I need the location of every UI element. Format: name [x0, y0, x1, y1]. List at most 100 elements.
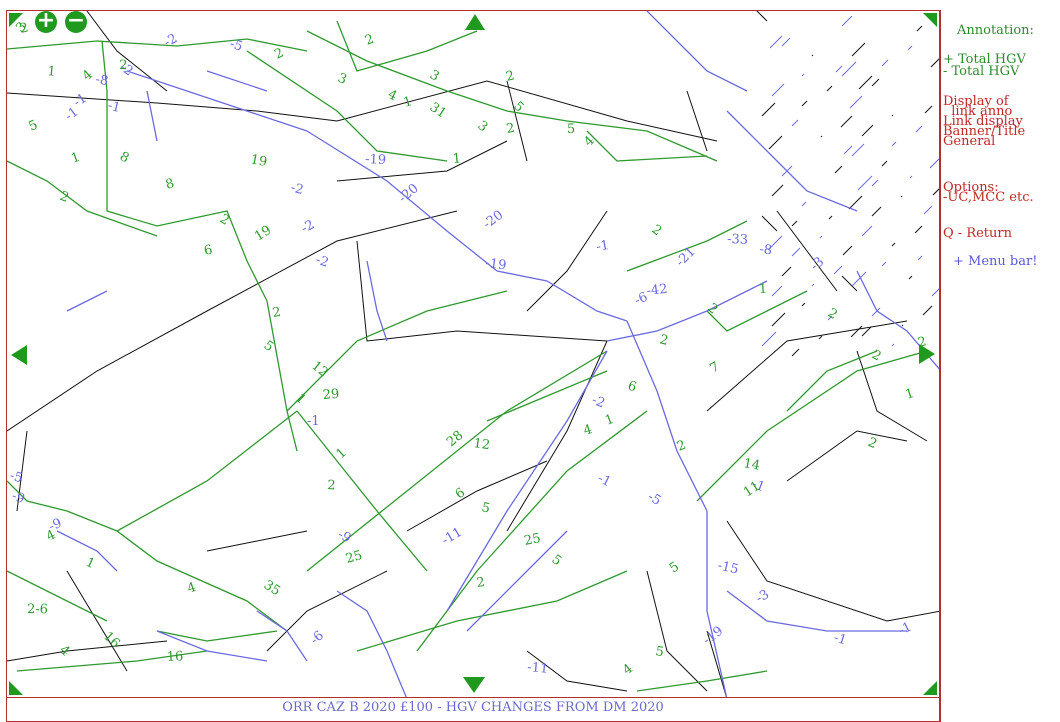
unchanged-link[interactable] [924, 105, 933, 114]
unchanged-link[interactable] [771, 184, 784, 197]
hgv-decrease-link[interactable] [606, 280, 768, 342]
menu-item-link-anno[interactable]: link anno [943, 104, 1013, 119]
unchanged-link[interactable] [861, 124, 874, 137]
hgv-increase-link[interactable] [7, 480, 288, 632]
hgv-decrease-link[interactable] [446, 350, 608, 612]
menu-item-return[interactable]: Q - Return [943, 226, 1012, 241]
unchanged-link[interactable] [7, 92, 338, 122]
hgv-decrease-link[interactable] [791, 119, 799, 127]
unchanged-link[interactable] [646, 570, 708, 692]
hgv-decrease-link[interactable] [871, 307, 881, 317]
hgv-decrease-link[interactable] [306, 130, 498, 272]
unchanged-link[interactable] [841, 275, 858, 292]
unchanged-link[interactable] [891, 114, 894, 117]
hgv-increase-link[interactable] [786, 350, 878, 412]
unchanged-link[interactable] [336, 80, 718, 142]
menu-item-options-detail[interactable]: -UC,MCC etc. [943, 190, 1034, 205]
hgv-increase-link[interactable] [7, 38, 308, 52]
hgv-decrease-link[interactable] [861, 225, 873, 237]
hgv-increase-link[interactable] [296, 410, 428, 572]
unchanged-link[interactable] [834, 165, 843, 174]
hgv-decrease-link[interactable] [466, 530, 568, 632]
corner-sw-arrow-icon[interactable] [9, 681, 23, 695]
unchanged-link[interactable] [891, 242, 896, 247]
hgv-decrease-link[interactable] [626, 320, 708, 512]
unchanged-link[interactable] [791, 348, 800, 357]
unchanged-link[interactable] [761, 215, 778, 232]
unchanged-link[interactable] [856, 350, 928, 442]
unchanged-link[interactable] [826, 85, 833, 92]
unchanged-link[interactable] [858, 75, 873, 90]
hgv-decrease-link[interactable] [767, 235, 783, 251]
menu-item-display-of[interactable]: Display of [943, 94, 1009, 109]
unchanged-link[interactable] [848, 195, 863, 210]
unchanged-link[interactable] [7, 210, 458, 432]
unchanged-link[interactable] [7, 640, 168, 662]
hgv-decrease-link[interactable] [923, 205, 933, 215]
hgv-decrease-link[interactable] [891, 343, 895, 347]
hgv-decrease-link[interactable] [791, 247, 801, 257]
menu-item-general[interactable]: General [943, 134, 996, 149]
hgv-decrease-link[interactable] [706, 511, 728, 698]
zoom-out-button[interactable]: − [65, 10, 87, 33]
hgv-increase-link[interactable] [306, 350, 608, 572]
hgv-decrease-link[interactable] [156, 630, 268, 662]
unchanged-link[interactable] [871, 78, 880, 87]
unchanged-link[interactable] [850, 325, 863, 338]
unchanged-link[interactable] [768, 135, 783, 150]
hgv-decrease-link[interactable] [917, 255, 923, 261]
unchanged-link[interactable] [881, 160, 888, 167]
hgv-increase-link[interactable] [156, 630, 278, 642]
menu-item-plus-total-hgv[interactable]: + Total HGV [943, 52, 1026, 67]
hgv-decrease-link[interactable] [801, 201, 807, 207]
hgv-decrease-link[interactable] [256, 610, 308, 662]
unchanged-link[interactable] [820, 135, 823, 138]
hgv-decrease-link[interactable] [891, 141, 897, 147]
unchanged-link[interactable] [786, 430, 908, 482]
unchanged-link[interactable] [791, 220, 798, 227]
hgv-increase-link[interactable] [116, 410, 298, 532]
menu-item-options[interactable]: Options: [943, 180, 999, 195]
corner-ne-arrow-icon[interactable] [923, 13, 937, 27]
hgv-decrease-link[interactable] [496, 270, 628, 322]
unchanged-link[interactable] [706, 320, 908, 412]
unchanged-link[interactable] [811, 54, 814, 57]
unchanged-link[interactable] [932, 186, 940, 196]
unchanged-link[interactable] [406, 460, 548, 532]
hgv-decrease-link[interactable] [835, 65, 843, 73]
hgv-increase-link[interactable] [101, 40, 268, 302]
hgv-decrease-link[interactable] [851, 143, 865, 157]
menu-item-banner-title[interactable]: Banner/Title [943, 124, 1026, 139]
menu-item-minus-total-hgv[interactable]: - Total HGV [943, 64, 1020, 79]
hgv-decrease-link[interactable] [909, 175, 913, 179]
unchanged-link[interactable] [801, 100, 808, 107]
hgv-decrease-link[interactable] [857, 175, 873, 191]
unchanged-link[interactable] [356, 240, 608, 342]
unchanged-link[interactable] [900, 195, 903, 198]
hgv-decrease-link[interactable] [769, 35, 783, 49]
unchanged-link[interactable] [752, 11, 768, 22]
unchanged-link[interactable] [506, 340, 608, 532]
unchanged-link[interactable] [916, 25, 923, 32]
unchanged-link[interactable] [771, 312, 786, 327]
hgv-decrease-link[interactable] [206, 70, 268, 92]
unchanged-link[interactable] [861, 326, 872, 337]
hgv-decrease-link[interactable] [907, 45, 913, 51]
unchanged-link[interactable] [526, 650, 628, 692]
unchanged-link[interactable] [86, 11, 168, 92]
unchanged-link[interactable] [922, 305, 933, 316]
hgv-decrease-link[interactable] [146, 90, 158, 142]
unchanged-link[interactable] [506, 80, 528, 162]
hgv-decrease-link[interactable] [827, 315, 833, 321]
hgv-increase-link[interactable] [586, 130, 708, 162]
hgv-decrease-link[interactable] [915, 125, 923, 133]
corner-se-arrow-icon[interactable] [923, 681, 937, 695]
hgv-decrease-link[interactable] [819, 235, 823, 239]
unchanged-link[interactable] [526, 210, 608, 312]
pan-left-arrow-icon[interactable] [11, 345, 27, 365]
hgv-decrease-link[interactable] [56, 530, 118, 572]
map-viewport[interactable]: 3 2 4 1 -1 -8 -1 -1 -2 -5 2 3 2 4 1 3 2 31 2 3 1 5 5 4 -19 -20 -19… [6, 10, 940, 698]
hgv-decrease-link[interactable] [726, 590, 907, 632]
unchanged-link[interactable] [914, 225, 923, 234]
